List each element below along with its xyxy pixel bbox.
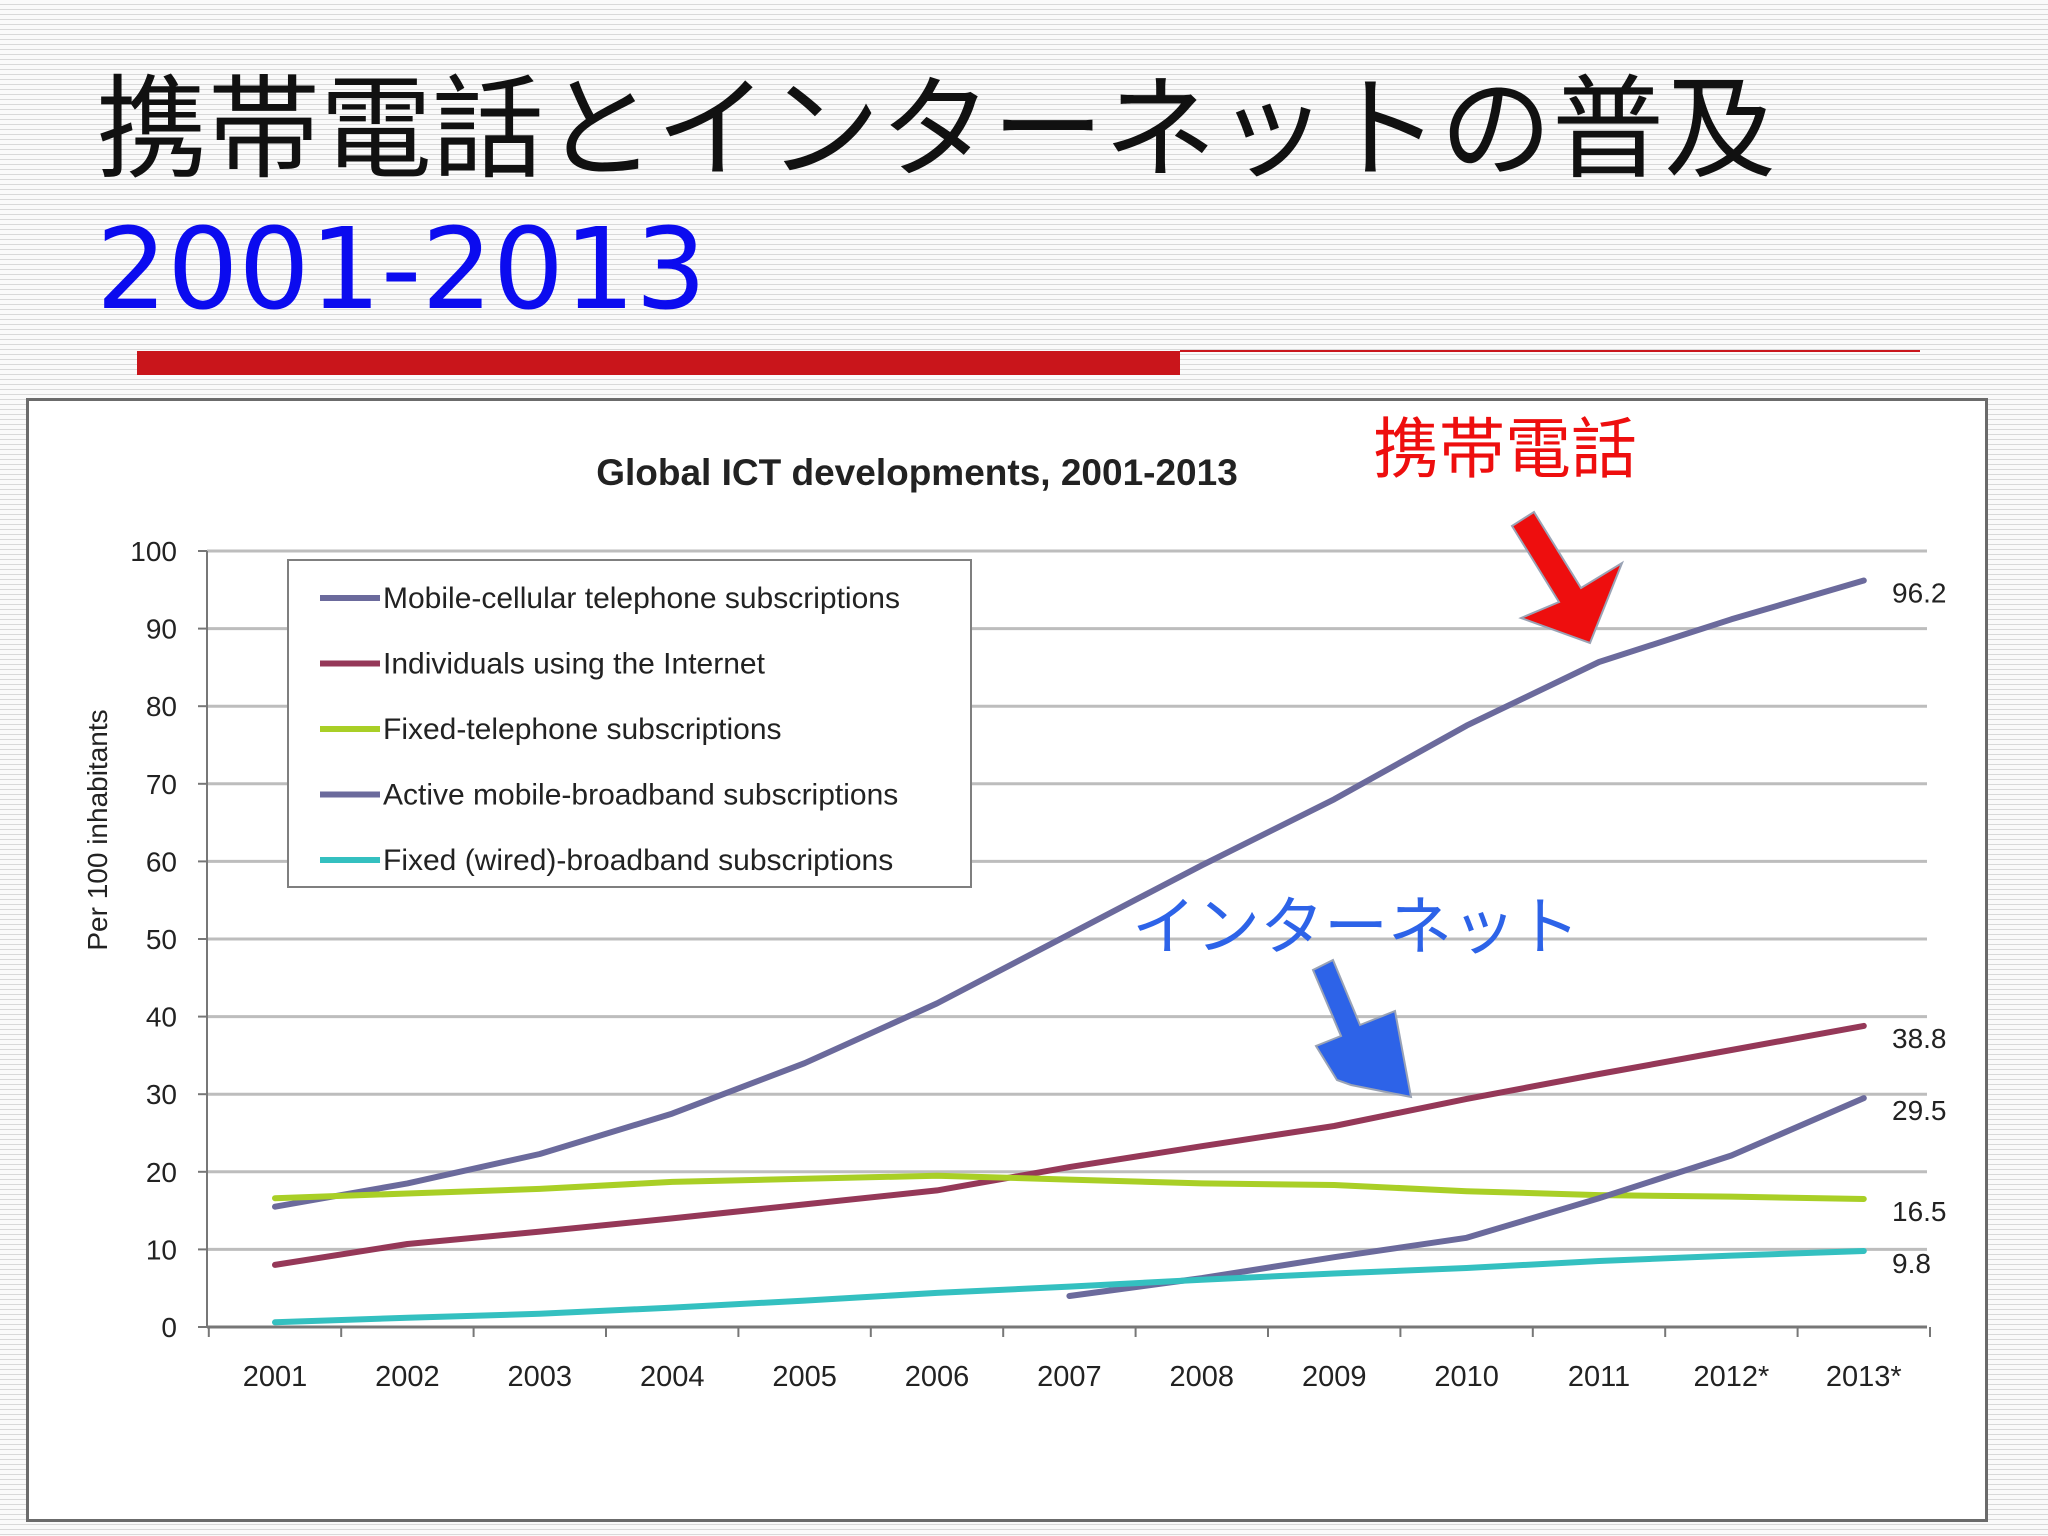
end-value-label: 29.5 [1892,1095,1947,1126]
y-tick-label: 70 [146,769,177,800]
x-tick-label: 2004 [640,1361,705,1393]
y-tick-label: 50 [146,924,177,955]
slide-title: 携帯電話とインターネットの普及 [96,65,1776,195]
y-tick-label: 90 [146,614,177,645]
title-underline-thick [137,351,1180,375]
x-tick-label: 2003 [508,1361,573,1393]
x-tick-label: 2005 [772,1361,837,1393]
x-tick-label: 2007 [1037,1361,1102,1393]
y-tick-label: 60 [146,846,177,877]
x-tick-label: 2012* [1693,1361,1769,1393]
title-underline-thin [1180,350,1920,352]
x-tick-label: 2006 [905,1361,970,1393]
end-value-label: 96.2 [1892,577,1947,608]
mobile-arrow-icon [1510,510,1625,645]
legend-label: Individuals using the Internet [383,648,766,681]
x-tick-label: 2013* [1826,1361,1902,1393]
annotation-internet-label: インターネット [1132,891,1580,965]
end-value-labels: 96.2 38.8 16.5 29.5 9.8 [1892,577,1947,1278]
internet-arrow-icon [1311,958,1413,1099]
legend: Mobile-cellular telephone subscriptions I… [287,559,972,888]
x-tick-label: 2009 [1302,1361,1367,1393]
x-tick-label: 2011 [1568,1361,1630,1393]
series-line [272,1022,1867,1268]
x-tick-labels: 2001 2002 2003 2004 2005 2006 2007 2008 2009 2010… [243,1361,1902,1393]
series-line [272,1248,1867,1326]
legend-box [287,559,972,888]
y-tick-label: 80 [146,691,177,722]
y-tick-labels: 0 10 20 30 40 50 60 70 80 90 100 [130,536,177,1343]
slide-subtitle: 2001-2013 [96,205,707,335]
chart-title: Global ICT developments, 2001-2013 [596,452,1238,493]
y-tick-label: 40 [146,1002,177,1033]
end-value-label: 9.8 [1892,1248,1931,1279]
legend-label: Mobile-cellular telephone subscriptions [383,582,900,615]
y-tick-label: 100 [130,536,177,567]
annotation-arrows [1311,510,1625,1099]
x-tick-label: 2001 [243,1361,308,1393]
series-lines [272,577,1867,1326]
annotation-mobile-label: 携帯電話 [1373,411,1637,488]
x-tick-label: 2002 [375,1361,440,1393]
end-value-label: 38.8 [1892,1023,1947,1054]
y-tick-label: 20 [146,1157,177,1188]
legend-label: Fixed (wired)-broadband subscriptions [383,844,893,877]
y-tick-label: 0 [161,1312,177,1343]
end-value-label: 16.5 [1892,1196,1947,1227]
legend-label: Fixed-telephone subscriptions [383,713,782,746]
legend-label: Active mobile-broadband subscriptions [383,779,898,812]
axes [198,550,1931,1337]
series-line [272,577,1867,1210]
y-tick-label: 30 [146,1079,177,1110]
y-tick-label: 10 [146,1234,177,1265]
x-tick-label: 2010 [1434,1361,1499,1393]
y-axis-label: Per 100 inhabitants [82,709,113,950]
x-tick-label: 2008 [1170,1361,1235,1393]
